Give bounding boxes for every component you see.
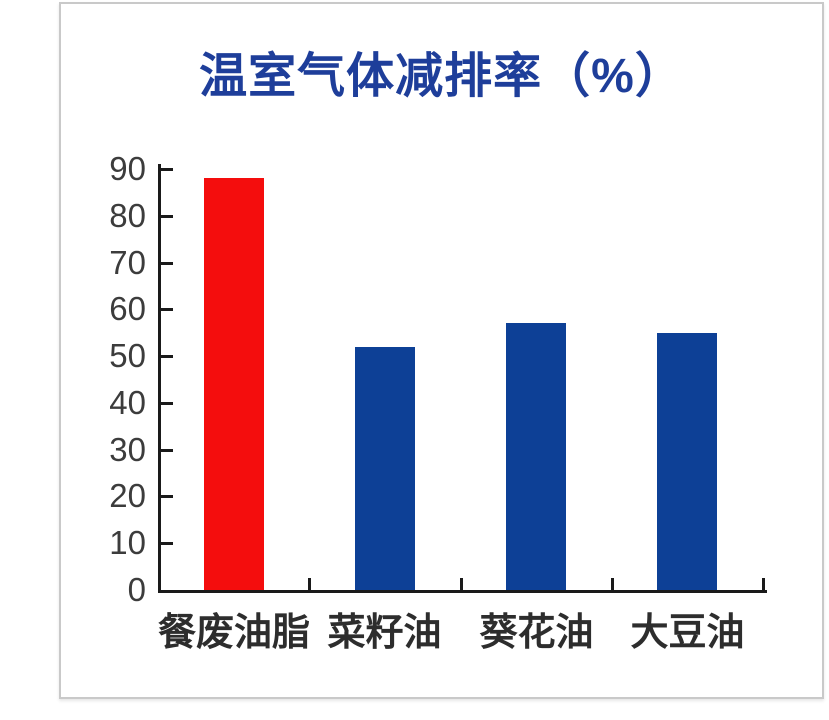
y-tick [161, 355, 173, 358]
y-tick [161, 308, 173, 311]
bar-3 [506, 323, 566, 590]
x-tick [762, 578, 765, 590]
x-category-label: 菜籽油 [327, 612, 442, 654]
y-tick [161, 542, 173, 545]
y-tick [161, 262, 173, 265]
y-tick-label: 40 [109, 384, 146, 421]
x-axis-line [158, 590, 767, 593]
x-category-label: 葵花油 [479, 612, 594, 654]
chart-title: 温室气体减排率（%） [199, 50, 684, 103]
x-tick [308, 578, 311, 590]
y-tick-label: 10 [109, 524, 146, 561]
y-tick-label: 50 [109, 337, 146, 374]
x-category-label: 餐废油脂 [158, 612, 311, 654]
bar-4 [657, 333, 717, 590]
y-tick [161, 495, 173, 498]
y-axis-line [158, 164, 161, 593]
y-tick [161, 449, 173, 452]
y-tick [161, 402, 173, 405]
y-tick-label: 60 [109, 290, 146, 327]
y-tick [161, 215, 173, 218]
y-tick-label: 0 [127, 571, 146, 608]
x-tick [460, 578, 463, 590]
y-tick-label: 70 [109, 244, 146, 281]
y-tick-label: 80 [109, 197, 146, 234]
bar-1 [204, 178, 264, 590]
bar-2 [355, 347, 415, 590]
y-tick-label: 30 [109, 431, 146, 468]
y-tick-label: 90 [109, 150, 146, 187]
x-category-label: 大豆油 [630, 612, 745, 654]
x-tick [611, 578, 614, 590]
y-tick-label: 20 [109, 477, 146, 514]
y-tick [161, 168, 173, 171]
